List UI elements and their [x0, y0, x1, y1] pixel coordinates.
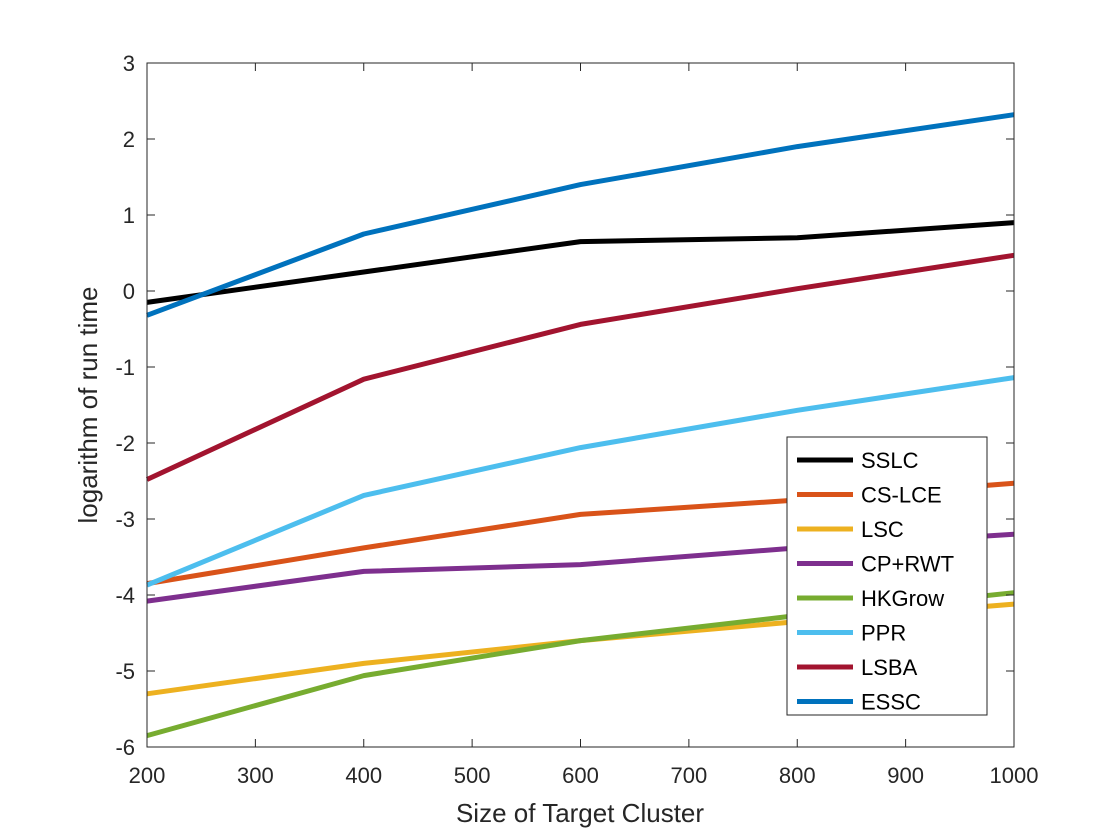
series-line-essc — [146, 112, 1015, 318]
x-tick-label: 500 — [454, 763, 491, 788]
legend-label-lsc: LSC — [861, 517, 904, 542]
y-tick-label: -3 — [115, 507, 135, 532]
y-tick-label: 3 — [123, 51, 135, 76]
y-tick-label: -6 — [115, 735, 135, 760]
y-tick-label: 0 — [123, 279, 135, 304]
series-line-ppr — [146, 375, 1015, 588]
series-line-lsba — [145, 252, 1015, 482]
legend-label-sslc: SSLC — [861, 448, 919, 473]
series-line-sslc — [146, 220, 1015, 305]
legend-label-essc: ESSC — [861, 690, 921, 715]
legend-label-lsba: LSBA — [861, 655, 918, 680]
y-tick-label: 1 — [123, 203, 135, 228]
x-tick-label: 800 — [779, 763, 816, 788]
y-tick-label: 2 — [123, 127, 135, 152]
x-tick-label: 200 — [129, 763, 166, 788]
y-tick-label: -2 — [115, 431, 135, 456]
x-tick-label: 1000 — [990, 763, 1039, 788]
y-tick-label: -1 — [115, 355, 135, 380]
x-tick-label: 900 — [887, 763, 924, 788]
legend-label-cs-lce: CS-LCE — [861, 483, 942, 508]
x-tick-label: 700 — [671, 763, 708, 788]
legend-label-cp-rwt: CP+RWT — [861, 552, 954, 577]
legend-label-hkgrow: HKGrow — [861, 586, 944, 611]
series-layer — [145, 112, 1015, 739]
y-tick-label: -4 — [115, 583, 135, 608]
tick-layer: 200 300 400 500 600 700 800 900 1000 3 2 1 0 -1 -2 -3 -4… — [115, 51, 1038, 788]
x-tick-label: 300 — [237, 763, 274, 788]
x-tick-label: 600 — [562, 763, 599, 788]
legend-label-ppr: PPR — [861, 621, 906, 646]
x-tick-label: 400 — [345, 763, 382, 788]
y-axis-title: logarithm of run time — [73, 287, 103, 524]
x-axis-title: Size of Target Cluster — [456, 798, 704, 828]
y-tick-label: -5 — [115, 659, 135, 684]
legend: SSLC CS-LCE LSC CP+RWT HKGrow PPR LSBA ESSC — [786, 436, 988, 716]
